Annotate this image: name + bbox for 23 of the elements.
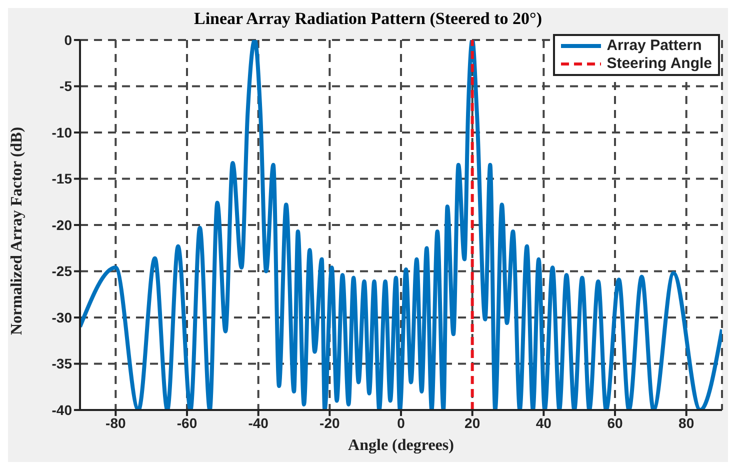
y-tick-label: -25: [52, 263, 72, 280]
y-tick-label: -35: [52, 356, 72, 372]
chart-title: Linear Array Radiation Pattern (Steered to 20°): [192, 8, 543, 30]
x-tick-label: 40: [536, 414, 552, 431]
x-tick-label: -20: [320, 414, 340, 431]
y-axis-title: Normalized Array Factor (dB): [8, 126, 26, 335]
x-tick-label: -80: [106, 414, 126, 431]
y-tick-label: -10: [52, 124, 72, 140]
y-tick-label: -40: [52, 402, 72, 418]
y-tick-label: 0: [64, 32, 72, 48]
y-tick-label: -20: [52, 216, 72, 233]
x-tick-label: 20: [464, 414, 480, 431]
x-axis-title: Angle (degrees): [348, 437, 454, 454]
x-tick-label: 0: [397, 414, 406, 431]
legend-label: Array Pattern: [606, 37, 702, 55]
x-tick-label: -40: [248, 414, 269, 431]
x-tick-label: -60: [176, 414, 198, 431]
y-tick-label: -30: [52, 309, 72, 326]
y-tick-label: -5: [60, 78, 72, 94]
x-tick-label: 60: [607, 414, 623, 431]
legend-label: Steering Angle: [606, 55, 712, 73]
y-tick-label: -15: [52, 170, 72, 187]
x-tick-label: 80: [678, 414, 694, 431]
